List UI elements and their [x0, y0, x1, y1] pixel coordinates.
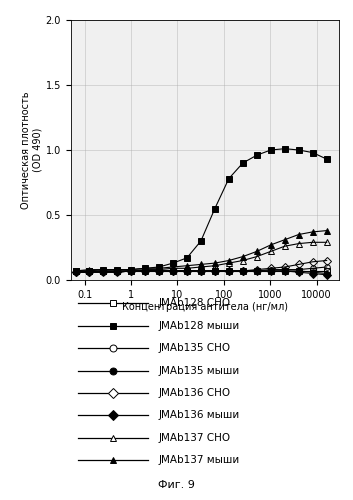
Text: JMAb128 CHO: JMAb128 CHO [159, 298, 231, 308]
Text: JMAb128 мыши: JMAb128 мыши [159, 320, 240, 330]
Text: JMAb137 CHO: JMAb137 CHO [159, 433, 231, 443]
Text: JMAb136 мыши: JMAb136 мыши [159, 410, 240, 420]
Text: JMAb137 мыши: JMAb137 мыши [159, 455, 240, 465]
Text: JMAb136 CHO: JMAb136 CHO [159, 388, 231, 398]
X-axis label: Концентрация антитела (нг/мл): Концентрация антитела (нг/мл) [122, 302, 288, 312]
Y-axis label: Оптическая плотность
(OD 490): Оптическая плотность (OD 490) [21, 91, 43, 209]
Text: Фиг. 9: Фиг. 9 [158, 480, 195, 490]
Text: JMAb135 CHO: JMAb135 CHO [159, 343, 231, 353]
Text: JMAb135 мыши: JMAb135 мыши [159, 366, 240, 376]
